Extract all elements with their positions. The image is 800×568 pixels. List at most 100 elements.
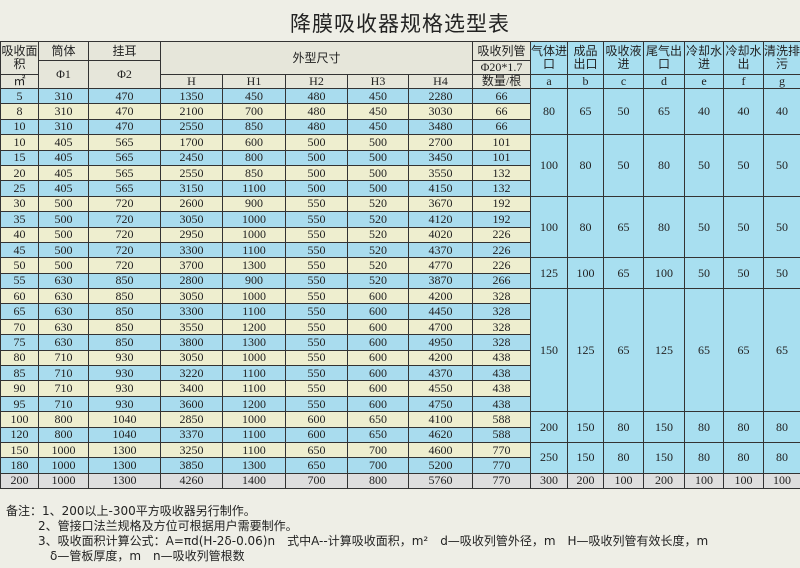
table-cell: 200 xyxy=(0,472,39,490)
table-cell: 65 xyxy=(0,303,39,320)
table-cell: 470 xyxy=(88,103,161,120)
nozzle-cell: 80 xyxy=(530,87,569,136)
table-row: 45 500 720 3300 1100 550 520 4370 226 xyxy=(0,241,800,259)
table-cell: 710 xyxy=(38,395,89,413)
nozzle-cell: 100 xyxy=(643,257,686,290)
table-cell: 800 xyxy=(347,472,409,490)
table-cell: 95 xyxy=(0,395,39,413)
table-cell: 500 xyxy=(38,241,89,259)
table-cell: 45 xyxy=(0,241,39,259)
table-cell: 25 xyxy=(0,180,39,197)
table-cell: 550 xyxy=(285,395,348,413)
table-cell: 550 xyxy=(285,349,348,367)
table-row: 150 1000 1300 3250 1100 650 700 4600 770 250 150 80… xyxy=(0,441,800,474)
header-c: 吸收液进 xyxy=(603,41,645,75)
table-cell: 266 xyxy=(472,272,532,290)
table-cell: 1400 xyxy=(222,472,286,490)
table-row: 120 800 1040 3370 1100 600 650 4620 588 xyxy=(0,426,800,443)
table-cell: 2280 xyxy=(407,87,474,105)
table-cell: 500 xyxy=(38,226,89,243)
header-H2: H2 xyxy=(285,74,348,89)
table-cell: 1000 xyxy=(222,226,286,243)
table-cell: 66 xyxy=(472,118,532,136)
table-cell: 192 xyxy=(472,195,532,213)
nozzle-cell: 200 xyxy=(530,411,569,443)
table-cell: 310 xyxy=(38,87,89,105)
header-shell: 筒体 xyxy=(38,41,89,61)
table-cell: 4120 xyxy=(407,211,474,228)
table-cell: 650 xyxy=(285,441,348,459)
table-cell: 50 xyxy=(0,257,39,274)
table-cell: 550 xyxy=(285,303,348,320)
nozzle-cell: 150 xyxy=(643,441,686,474)
nozzle-cell: 40 xyxy=(684,87,725,136)
table-cell: 720 xyxy=(88,195,161,213)
table-cell: 900 xyxy=(222,195,286,213)
table-cell: 770 xyxy=(472,441,532,459)
table-cell: 2700 xyxy=(407,134,474,151)
table-cell: 4150 xyxy=(407,180,474,197)
table-row: 200 1000 1300 4260 1400 700 800 5760 770 300 200 10… xyxy=(0,472,800,490)
table-cell: 850 xyxy=(88,288,161,305)
table-cell: 438 xyxy=(472,380,532,397)
table-cell: 2850 xyxy=(160,411,223,428)
nozzle-cell: 100 xyxy=(723,472,765,490)
nozzle-cell: 100 xyxy=(530,195,569,259)
table-cell: 650 xyxy=(347,426,409,443)
table-cell: 450 xyxy=(222,87,286,105)
header-H3: H3 xyxy=(347,74,409,89)
header-dims: 外型尺寸 xyxy=(159,41,474,75)
nozzle-cell: 65 xyxy=(603,288,645,413)
table-cell: 565 xyxy=(88,149,161,166)
nozzle-cell: 50 xyxy=(684,195,725,259)
table-cell: 328 xyxy=(472,288,532,305)
header-a: 气体进口 xyxy=(530,41,569,75)
table-cell: 226 xyxy=(472,241,532,259)
nozzle-cell: 50 xyxy=(723,257,765,290)
table-cell: 5760 xyxy=(407,472,474,490)
nozzle-cell: 80 xyxy=(643,134,686,197)
table-cell: 500 xyxy=(347,180,409,197)
table-cell: 770 xyxy=(472,457,532,474)
header-area: 吸收面积 xyxy=(0,41,39,75)
header-H: H xyxy=(160,74,223,89)
table-cell: 630 xyxy=(38,318,89,336)
table-cell: 700 xyxy=(347,457,409,474)
header-g: 清洗排污 xyxy=(763,41,800,75)
table-cell: 2450 xyxy=(160,149,223,166)
table-cell: 3300 xyxy=(160,303,223,320)
nozzle-cell: 50 xyxy=(763,257,800,290)
nozzle-cell: 50 xyxy=(684,257,725,290)
table-cell: 55 xyxy=(0,272,39,290)
table-cell: 800 xyxy=(222,149,286,166)
table-cell: 4620 xyxy=(407,426,474,443)
nozzle-cell: 125 xyxy=(530,257,569,290)
table-cell: 4750 xyxy=(407,395,474,413)
table-cell: 550 xyxy=(285,272,348,290)
table-cell: 550 xyxy=(285,195,348,213)
table-cell: 550 xyxy=(285,226,348,243)
table-cell: 700 xyxy=(285,472,348,490)
nozzle-cell: 80 xyxy=(723,411,765,443)
header-lg: g xyxy=(763,74,800,89)
table-cell: 550 xyxy=(285,288,348,305)
table-cell: 3550 xyxy=(407,164,474,182)
nozzle-cell: 65 xyxy=(567,87,605,136)
table-row: 35 500 720 3050 1000 550 520 4120 192 xyxy=(0,211,800,228)
table-cell: 1000 xyxy=(38,441,89,459)
table-row: 8 310 470 2100 700 480 450 3030 66 xyxy=(0,103,800,120)
table-cell: 1300 xyxy=(88,441,161,459)
nozzle-cell: 40 xyxy=(723,87,765,136)
table-cell: 600 xyxy=(347,349,409,367)
table-cell: 4700 xyxy=(407,318,474,336)
table-cell: 3370 xyxy=(160,426,223,443)
nozzle-cell: 300 xyxy=(530,472,569,490)
nozzle-cell: 65 xyxy=(684,288,725,413)
nozzle-cell: 50 xyxy=(684,134,725,197)
table-cell: 500 xyxy=(38,257,89,274)
table-cell: 3480 xyxy=(407,118,474,136)
nozzle-cell: 80 xyxy=(763,441,800,474)
table-row: 90 710 930 3400 1100 550 600 4550 438 xyxy=(0,380,800,397)
table-cell: 1100 xyxy=(222,180,286,197)
header-b: 成品出口 xyxy=(567,41,605,75)
